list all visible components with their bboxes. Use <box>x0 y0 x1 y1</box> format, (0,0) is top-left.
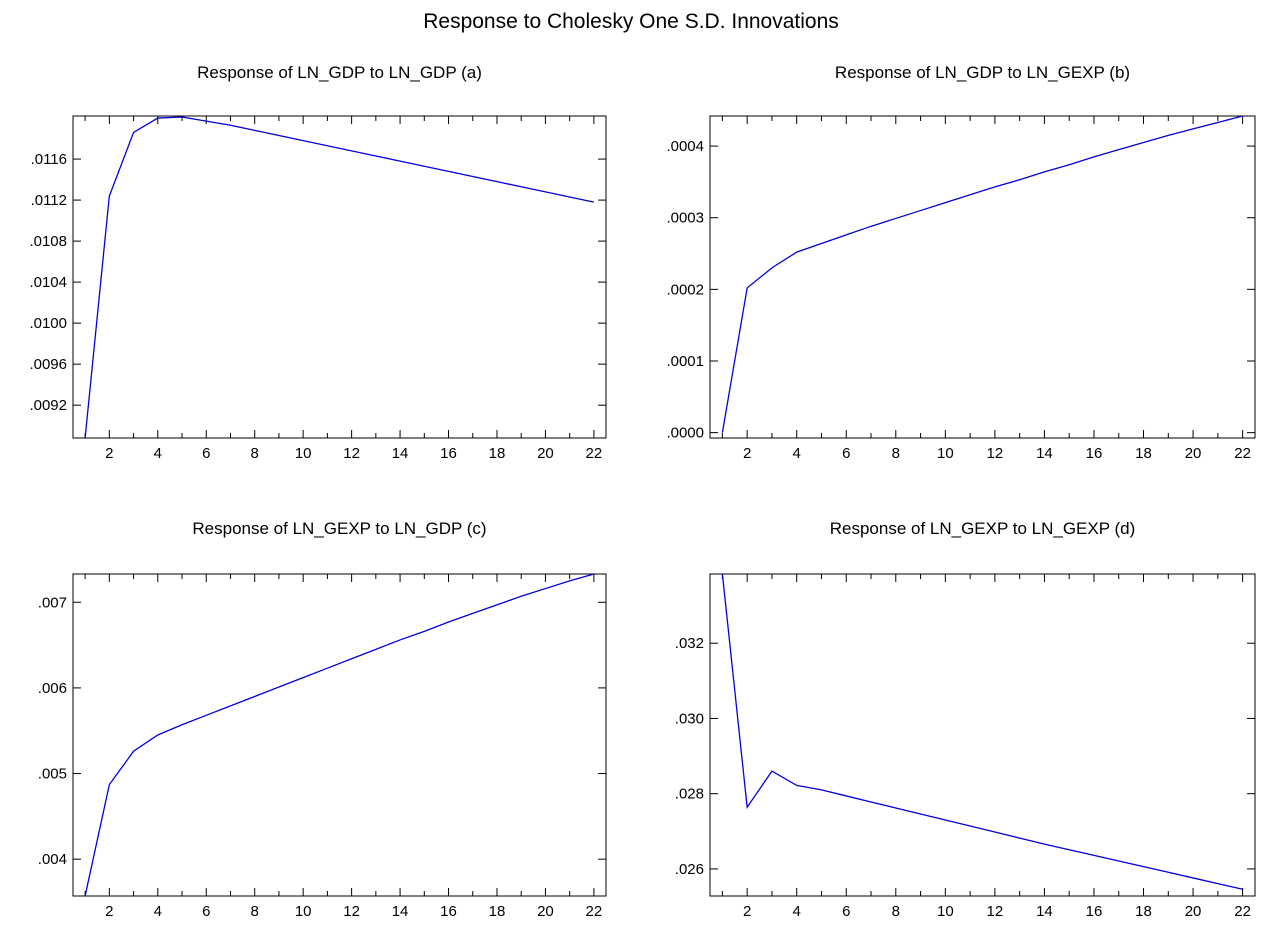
x-tick-label: 8 <box>251 903 259 920</box>
x-tick-label: 2 <box>743 445 751 462</box>
y-tick-label: .004 <box>38 851 67 868</box>
x-tick-label: 6 <box>842 445 850 462</box>
series-line <box>721 116 1243 433</box>
x-tick-label: 20 <box>1185 903 1202 920</box>
x-tick-label: 4 <box>154 445 162 462</box>
x-tick-label: 22 <box>586 445 603 462</box>
y-tick-label: .0092 <box>29 397 67 414</box>
x-tick-label: 6 <box>202 445 210 462</box>
x-tick-label: 22 <box>1234 445 1251 462</box>
plot-frame <box>72 115 607 439</box>
y-tick-label: .026 <box>675 861 704 878</box>
x-tick-label: 6 <box>202 903 210 920</box>
series-line <box>721 574 1243 890</box>
x-tick-label: 8 <box>892 445 900 462</box>
x-tick-label: 8 <box>892 903 900 920</box>
x-tick-label: 14 <box>392 445 409 462</box>
x-tick-label: 2 <box>105 903 113 920</box>
x-tick-label: 12 <box>987 903 1004 920</box>
y-tick-label: .0096 <box>29 356 67 373</box>
plot-frame <box>709 573 1256 897</box>
y-tick-label: .0000 <box>666 425 704 442</box>
panel-title: Response of LN_GDP to LN_GDP (a) <box>197 63 482 82</box>
x-tick-label: 18 <box>1135 445 1152 462</box>
x-tick-label: 14 <box>1036 903 1053 920</box>
chart-panel: Response of LN_GDP to LN_GEXP (b) 2 4 6 8 10 1… <box>666 63 1256 462</box>
x-tick-label: 10 <box>937 903 954 920</box>
x-tick-label: 22 <box>1234 903 1251 920</box>
y-tick-label: .0004 <box>666 138 704 155</box>
chart-panel: Response of LN_GEXP to LN_GEXP (d) 2 4 6 8 10… <box>675 519 1256 920</box>
y-tick-label: .028 <box>675 786 704 803</box>
x-tick-label: 2 <box>105 445 113 462</box>
x-tick-label: 10 <box>295 903 312 920</box>
panel-title: Response of LN_GDP to LN_GEXP (b) <box>835 63 1130 82</box>
panel-title: Response of LN_GEXP to LN_GEXP (d) <box>830 519 1136 538</box>
x-tick-label: 16 <box>440 445 457 462</box>
y-tick-label: .0001 <box>666 353 704 370</box>
x-tick-label: 10 <box>937 445 954 462</box>
y-tick-label: .0100 <box>29 315 67 332</box>
y-tick-label: .006 <box>38 680 67 697</box>
y-tick-label: .007 <box>38 594 67 611</box>
x-tick-label: 20 <box>537 903 554 920</box>
x-tick-label: 8 <box>251 445 259 462</box>
chart-panels: Response of LN_GDP to LN_GDP (a) 2 4 6 8 10 12… <box>29 63 1256 920</box>
x-tick-label: 18 <box>489 903 506 920</box>
y-tick-label: .0112 <box>31 192 67 209</box>
x-tick-label: 10 <box>295 445 312 462</box>
chart-panel: Response of LN_GEXP to LN_GDP (c) 2 4 6 8 10 1… <box>38 519 607 920</box>
chart-panel: Response of LN_GDP to LN_GDP (a) 2 4 6 8 10 12… <box>29 63 607 462</box>
x-tick-label: 18 <box>489 445 506 462</box>
x-tick-label: 4 <box>793 445 801 462</box>
x-tick-label: 2 <box>743 903 751 920</box>
x-tick-label: 16 <box>1086 445 1103 462</box>
y-tick-label: .0108 <box>29 233 67 250</box>
x-tick-label: 20 <box>537 445 554 462</box>
x-tick-label: 12 <box>343 903 360 920</box>
y-tick-label: .0002 <box>666 281 704 298</box>
x-tick-label: 16 <box>1086 903 1103 920</box>
y-tick-label: .0104 <box>29 274 67 291</box>
y-tick-label: .0116 <box>31 151 67 168</box>
y-tick-label: .032 <box>675 635 704 652</box>
y-tick-label: .030 <box>675 710 704 727</box>
x-tick-label: 12 <box>987 445 1004 462</box>
y-tick-label: .005 <box>38 766 67 783</box>
series-line <box>84 116 595 438</box>
panel-title: Response of LN_GEXP to LN_GDP (c) <box>192 519 486 538</box>
x-tick-label: 20 <box>1185 445 1202 462</box>
plot-frame <box>709 115 1256 439</box>
plot-frame <box>72 573 607 897</box>
x-tick-label: 12 <box>343 445 360 462</box>
x-tick-label: 14 <box>1036 445 1053 462</box>
x-tick-label: 14 <box>392 903 409 920</box>
x-tick-label: 22 <box>586 903 603 920</box>
y-tick-label: .0003 <box>666 210 704 227</box>
figure-title: Response to Cholesky One S.D. Innovation… <box>423 10 839 33</box>
x-tick-label: 6 <box>842 903 850 920</box>
x-tick-label: 4 <box>154 903 162 920</box>
x-tick-label: 16 <box>440 903 457 920</box>
series-line <box>84 574 595 896</box>
x-tick-label: 4 <box>793 903 801 920</box>
x-tick-label: 18 <box>1135 903 1152 920</box>
